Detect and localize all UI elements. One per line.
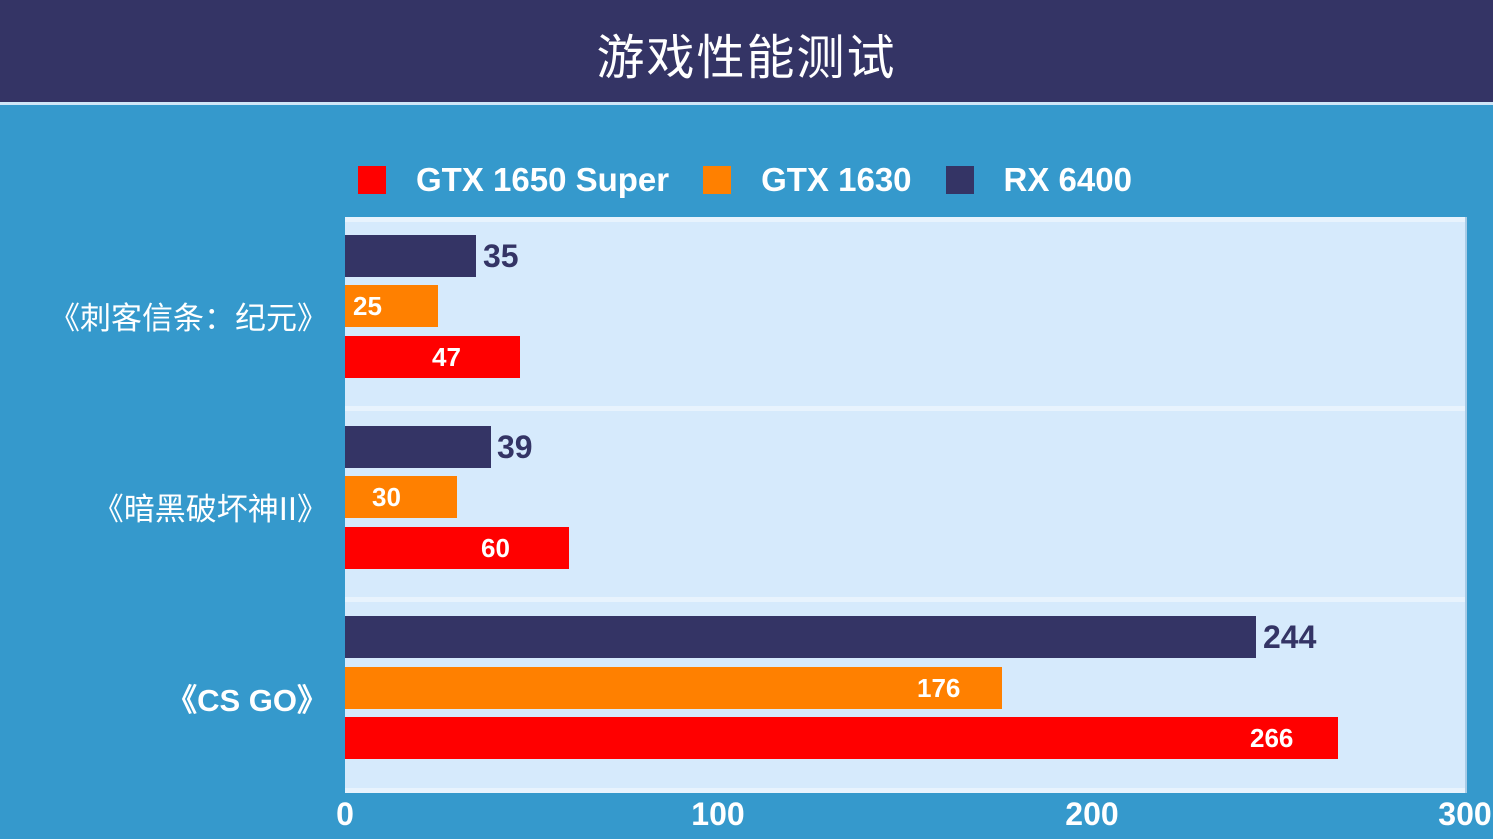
legend-swatch-red — [358, 166, 386, 194]
category-label: 《刺客信条：纪元》 — [49, 301, 328, 337]
legend-label: GTX 1630 — [761, 161, 912, 198]
value-label: 39 — [497, 429, 533, 465]
legend-item-rx6400: RX 6400 — [945, 161, 1132, 199]
value-label: 244 — [1263, 619, 1317, 655]
value-label: 47 — [432, 342, 461, 372]
x-tick: 200 — [1065, 796, 1119, 832]
value-label: 25 — [353, 291, 382, 321]
value-label: 266 — [1250, 723, 1294, 753]
legend-label: RX 6400 — [1003, 161, 1132, 198]
category-label: 《暗黑破坏神II》 — [92, 492, 328, 528]
legend-item-gtx1650s: GTX 1650 Super — [358, 161, 669, 199]
bar-rx6400 — [345, 235, 476, 277]
bar-gtx1650s — [345, 527, 569, 569]
bar-gtx1630 — [345, 476, 457, 518]
bar-gtx1630 — [345, 285, 438, 327]
header-divider — [0, 102, 1493, 105]
separator — [345, 217, 1465, 222]
value-label: 35 — [483, 238, 519, 274]
x-tick: 300 — [1438, 796, 1492, 832]
x-tick: 100 — [691, 796, 745, 832]
value-label: 60 — [481, 533, 510, 563]
separator — [345, 597, 1465, 602]
x-tick: 0 — [336, 796, 354, 832]
separator — [345, 788, 1465, 793]
bar-gtx1630 — [345, 667, 1002, 709]
header-bar — [0, 0, 1493, 102]
value-label: 30 — [372, 482, 401, 512]
legend: GTX 1650 Super GTX 1630 RX 6400 — [358, 160, 1166, 200]
bar-rx6400 — [345, 426, 491, 468]
legend-swatch-orange — [703, 166, 732, 194]
legend-item-gtx1630: GTX 1630 — [703, 161, 912, 199]
legend-swatch-navy — [945, 166, 974, 194]
plot-area: 35 25 47 39 30 60 244 176 266 — [345, 217, 1467, 793]
legend-label: GTX 1650 Super — [416, 161, 670, 198]
bar-gtx1650s — [345, 336, 520, 378]
value-label: 176 — [917, 673, 961, 703]
chart-title: 游戏性能测试 — [596, 30, 897, 86]
category-label: 《CS GO》 — [166, 683, 328, 718]
bar-rx6400 — [345, 616, 1256, 658]
bar-gtx1650s — [345, 717, 1338, 759]
separator — [345, 406, 1465, 411]
